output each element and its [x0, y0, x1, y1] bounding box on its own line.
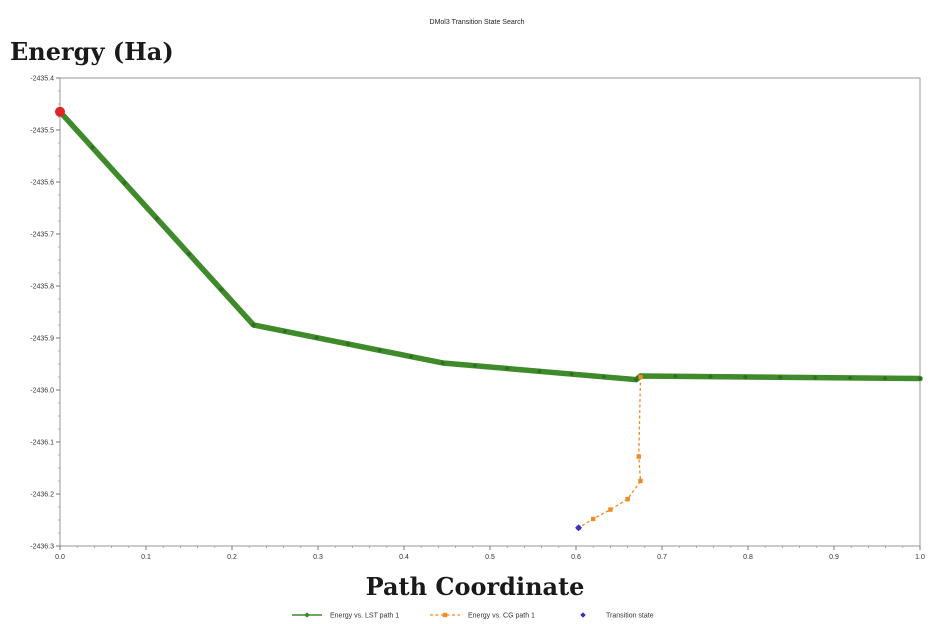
lst-path-point: [154, 215, 160, 221]
lst-path-point: [377, 347, 383, 353]
y-tick-label: -2436.3: [30, 544, 54, 551]
x-tick-label: 0.2: [227, 554, 237, 561]
lst-path-point: [569, 371, 575, 377]
x-tick-label: 0.4: [399, 554, 409, 561]
legend-item: Transition state: [580, 612, 654, 620]
legend-swatch-marker: [442, 612, 448, 618]
y-axis-label: Energy (Ha): [10, 37, 174, 66]
y-tick-label: -2435.7: [30, 232, 54, 239]
lst-path-point: [812, 375, 818, 381]
cg-path-point: [636, 454, 641, 459]
lst-path-point: [707, 374, 713, 380]
cg-path-point: [638, 478, 643, 484]
lst-path-line: [57, 109, 923, 383]
lst-path-point: [672, 373, 678, 379]
cg-path-point: [638, 374, 643, 380]
lst-path-point: [345, 341, 351, 347]
start-point-marker: [55, 106, 65, 117]
x-axis-label: Path Coordinate: [366, 572, 585, 601]
chart-title: DMol3 Transition State Search: [430, 19, 525, 26]
legend-swatch-marker: [580, 612, 586, 618]
lst-path-point: [917, 376, 923, 382]
legend-label: Transition state: [606, 613, 654, 620]
lst-path-point: [218, 286, 224, 293]
plot-frame: [59, 77, 921, 547]
lst-path-point: [121, 180, 128, 186]
x-tick-label: 0.7: [657, 554, 667, 561]
y-tick-label: -2436.1: [30, 440, 54, 447]
lst-path-point: [777, 374, 783, 380]
lst-path-point: [282, 328, 288, 334]
cg-path-point: [608, 507, 613, 512]
cg-path-point: [625, 497, 630, 502]
lst-path-point: [742, 374, 748, 380]
x-tick-label: 1.0: [915, 554, 925, 561]
lst-path-point: [504, 365, 510, 372]
lst-path-point: [601, 374, 607, 380]
y-tick-label: -2436.0: [30, 388, 54, 395]
y-tick-label: -2435.4: [30, 76, 54, 83]
series-layer: [55, 106, 923, 532]
x-tick-label: 0.3: [313, 554, 323, 561]
legend-label: Energy vs. CG path 1: [468, 613, 535, 620]
lst-path-point: [847, 375, 853, 381]
x-tick-label: 0.9: [829, 554, 839, 561]
lst-path-point: [472, 363, 478, 369]
x-tick-label: 0.5: [485, 554, 495, 561]
cg-path-line: [578, 376, 642, 529]
lst-path-point: [186, 251, 192, 257]
legend: Energy vs. LST path 1 Energy vs. CG path …: [292, 612, 654, 620]
lst-path-point: [314, 335, 320, 341]
transition-state-point: [575, 524, 583, 532]
lst-path-point: [882, 375, 888, 381]
y-tick-label: -2435.5: [30, 128, 54, 135]
lst-path-point: [440, 360, 446, 366]
x-tick-label: 0.6: [571, 554, 581, 561]
axes: 0.0 0.1 0.2 0.3 0.4 0.5 0.6 0.7 0.8 0.9 1.0 -2435.4…: [30, 76, 925, 562]
cg-path-point: [591, 516, 596, 522]
legend-swatch-marker: [304, 612, 310, 618]
lst-path-point: [250, 322, 257, 328]
lst-path-point: [408, 354, 414, 360]
series-1: [576, 374, 643, 530]
x-tick-label: 0.0: [55, 554, 65, 561]
series-0: [57, 109, 923, 383]
x-tick-label: 0.8: [743, 554, 753, 561]
y-tick-label: -2435.6: [30, 180, 54, 187]
y-tick-label: -2435.9: [30, 336, 54, 343]
series-2: [575, 524, 583, 532]
y-tick-label: -2436.2: [30, 492, 54, 499]
lst-path-point: [536, 368, 543, 374]
legend-item: Energy vs. LST path 1: [292, 612, 399, 620]
legend-label: Energy vs. LST path 1: [330, 613, 399, 620]
legend-item: Energy vs. CG path 1: [430, 613, 535, 620]
x-tick-label: 0.1: [141, 554, 151, 561]
lst-path-point: [89, 144, 95, 150]
y-tick-label: -2435.8: [30, 284, 54, 291]
